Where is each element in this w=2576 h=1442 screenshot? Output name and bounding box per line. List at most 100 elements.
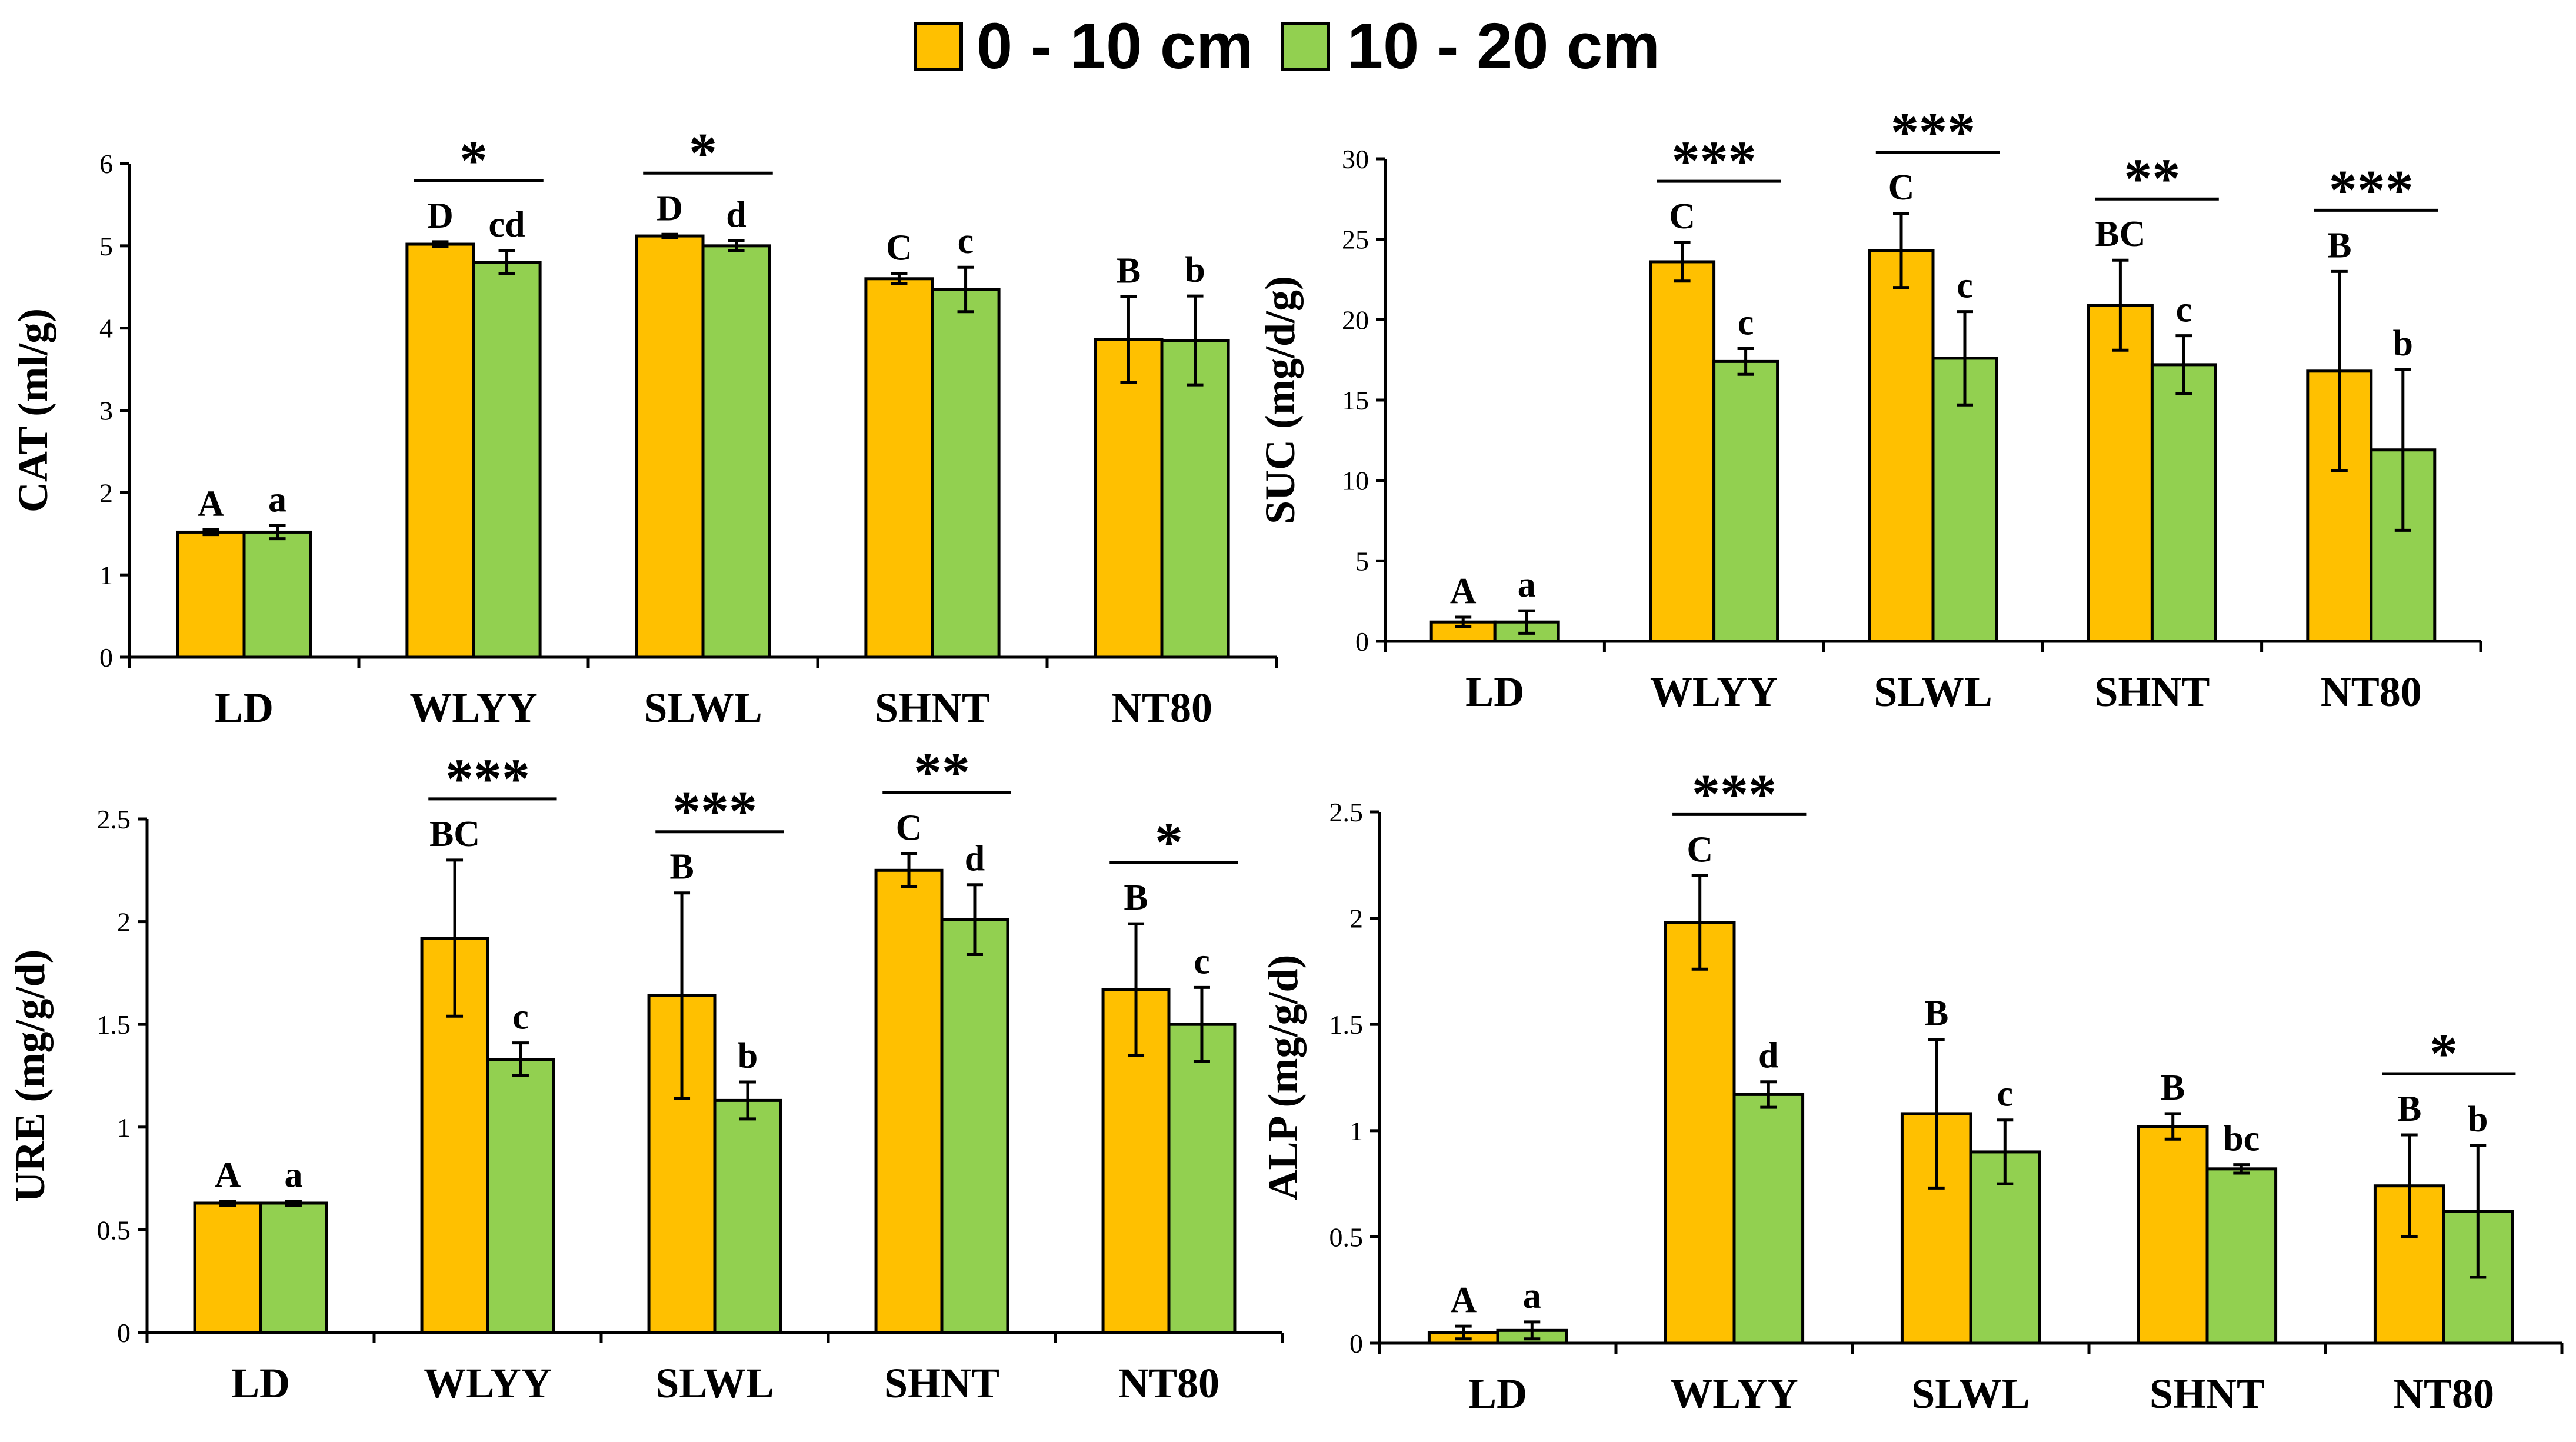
significance-letter: B <box>1124 878 1148 918</box>
y-tick-label: 20 <box>1342 305 1369 335</box>
bar-depth-0-10-slwl <box>635 234 705 659</box>
significance-letter: A <box>198 484 224 524</box>
y-tick-label: 30 <box>1342 144 1369 174</box>
bar-depth-0-10-wlyy <box>1649 260 1716 643</box>
y-axis-label: CAT (ml/g) <box>9 308 56 512</box>
x-tick-label: WLYY <box>409 684 537 731</box>
significance-stars: *** <box>1672 129 1757 192</box>
bar-depth-10-20-shnt <box>940 918 1009 1334</box>
bar-depth-10-20-nt80 <box>1167 1023 1237 1334</box>
bar-depth-10-20-slwl <box>713 1098 782 1334</box>
bar-depth-0-10-shnt <box>2087 304 2154 643</box>
significance-letter: a <box>268 479 286 519</box>
significance-letter: cd <box>489 205 525 245</box>
bar-depth-10-20-shnt <box>2205 1167 2278 1345</box>
significance-letter: d <box>965 839 985 879</box>
significance-letter: D <box>427 196 454 236</box>
legend-label-10-20cm: 10 - 20 cm <box>1347 10 1660 82</box>
significance-letter: c <box>1997 1074 2014 1114</box>
significance-letter: B <box>2327 225 2351 265</box>
significance-letter: d <box>726 195 746 235</box>
bar-depth-0-10-ld <box>176 530 246 659</box>
x-tick-label: NT80 <box>2393 1370 2494 1417</box>
significance-letter: d <box>1758 1036 1778 1076</box>
y-tick-label: 2.5 <box>97 804 131 834</box>
significance-stars: ** <box>914 741 970 804</box>
bar-depth-0-10-ld <box>193 1201 262 1334</box>
significance-letter: A <box>1450 1280 1477 1320</box>
significance-letter: c <box>512 997 529 1037</box>
y-tick-label: 6 <box>99 149 113 179</box>
bar-depth-10-20-ld <box>242 530 312 659</box>
y-tick-label: 1.5 <box>97 1010 131 1040</box>
y-axis-label: ALP (mg/g/d) <box>1259 954 1307 1200</box>
significance-stars: *** <box>2329 158 2414 221</box>
bar-depth-10-20-shnt <box>931 288 1001 659</box>
y-tick-label: 0 <box>117 1318 131 1348</box>
significance-letter: BC <box>2095 214 2145 254</box>
x-tick-label: WLYY <box>424 1360 551 1407</box>
bar-depth-0-10-nt80 <box>1094 338 1164 659</box>
significance-stars: * <box>689 121 717 184</box>
bar-depth-0-10-shnt <box>874 868 944 1334</box>
x-tick-label: SHNT <box>884 1360 999 1407</box>
significance-stars: * <box>459 129 488 192</box>
x-tick-label: SHNT <box>2094 668 2210 715</box>
significance-letter: C <box>1669 197 1695 237</box>
y-axis-label: SUC (mg/d/g) <box>1257 276 1304 524</box>
significance-letter: bc <box>2223 1119 2260 1159</box>
x-tick-label: NT80 <box>1118 1360 1219 1407</box>
significance-letter: c <box>1194 941 1210 981</box>
significance-letter: c <box>1957 266 1973 306</box>
bar-depth-10-20-wlyy <box>472 261 542 659</box>
significance-letter: D <box>657 188 683 228</box>
x-tick-label: SLWL <box>1874 668 1992 715</box>
x-tick-label: NT80 <box>1111 684 1212 731</box>
chart-panel-2: 0 5 10 15 20 25 30 SUC (mg/d/g) LD A a WLYY Cc *** SLW… <box>1257 101 2482 715</box>
y-tick-label: 5 <box>99 231 113 261</box>
y-tick-label: 0 <box>99 642 113 672</box>
bar-depth-0-10-wlyy <box>405 242 475 659</box>
bar-depth-0-10-wlyy <box>420 937 489 1334</box>
bar-depth-10-20-ld <box>259 1201 328 1334</box>
y-tick-label: 1.5 <box>1329 1010 1364 1040</box>
x-tick-label: LD <box>1465 668 1524 715</box>
significance-stars: * <box>2430 1022 2458 1085</box>
bar-depth-10-20-wlyy <box>1732 1093 1805 1345</box>
bar-depth-0-10-slwl <box>1868 249 1935 643</box>
y-tick-label: 1 <box>1349 1116 1363 1146</box>
significance-letter: c <box>958 221 974 261</box>
bar-depth-0-10-shnt <box>864 277 934 659</box>
x-tick-label: SLWL <box>655 1360 774 1407</box>
y-tick-label: 1 <box>117 1113 131 1143</box>
y-tick-label: 0.5 <box>97 1215 131 1245</box>
significance-letter: b <box>1185 250 1205 290</box>
legend: 0 - 10 cm 10 - 20 cm <box>914 10 1660 82</box>
y-tick-label: 3 <box>99 396 113 426</box>
significance-stars: *** <box>672 780 757 843</box>
significance-letter: a <box>284 1155 302 1195</box>
significance-letter: C <box>1888 168 1915 208</box>
significance-letter: b <box>738 1036 758 1076</box>
x-tick-label: LD <box>215 684 274 731</box>
x-tick-label: SHNT <box>875 684 990 731</box>
legend-swatch-10-20cm <box>1281 22 1330 71</box>
significance-letter: b <box>2393 324 2413 364</box>
significance-stars: *** <box>1692 762 1777 825</box>
significance-stars: ** <box>2124 147 2180 210</box>
significance-letter: C <box>886 228 912 268</box>
significance-letter: BC <box>429 814 480 854</box>
y-tick-label: 10 <box>1342 466 1369 496</box>
x-tick-label: WLYY <box>1650 668 1778 715</box>
significance-stars: *** <box>1891 101 1975 164</box>
y-tick-label: 2 <box>117 907 131 937</box>
bar-depth-0-10-wlyy <box>1664 921 1736 1345</box>
x-tick-label: WLYY <box>1670 1370 1798 1417</box>
x-tick-label: LD <box>231 1360 290 1407</box>
significance-letter: B <box>669 847 694 887</box>
significance-stars: *** <box>445 747 530 810</box>
bar-depth-10-20-slwl <box>701 244 771 659</box>
significance-letter: B <box>1924 993 1948 1033</box>
